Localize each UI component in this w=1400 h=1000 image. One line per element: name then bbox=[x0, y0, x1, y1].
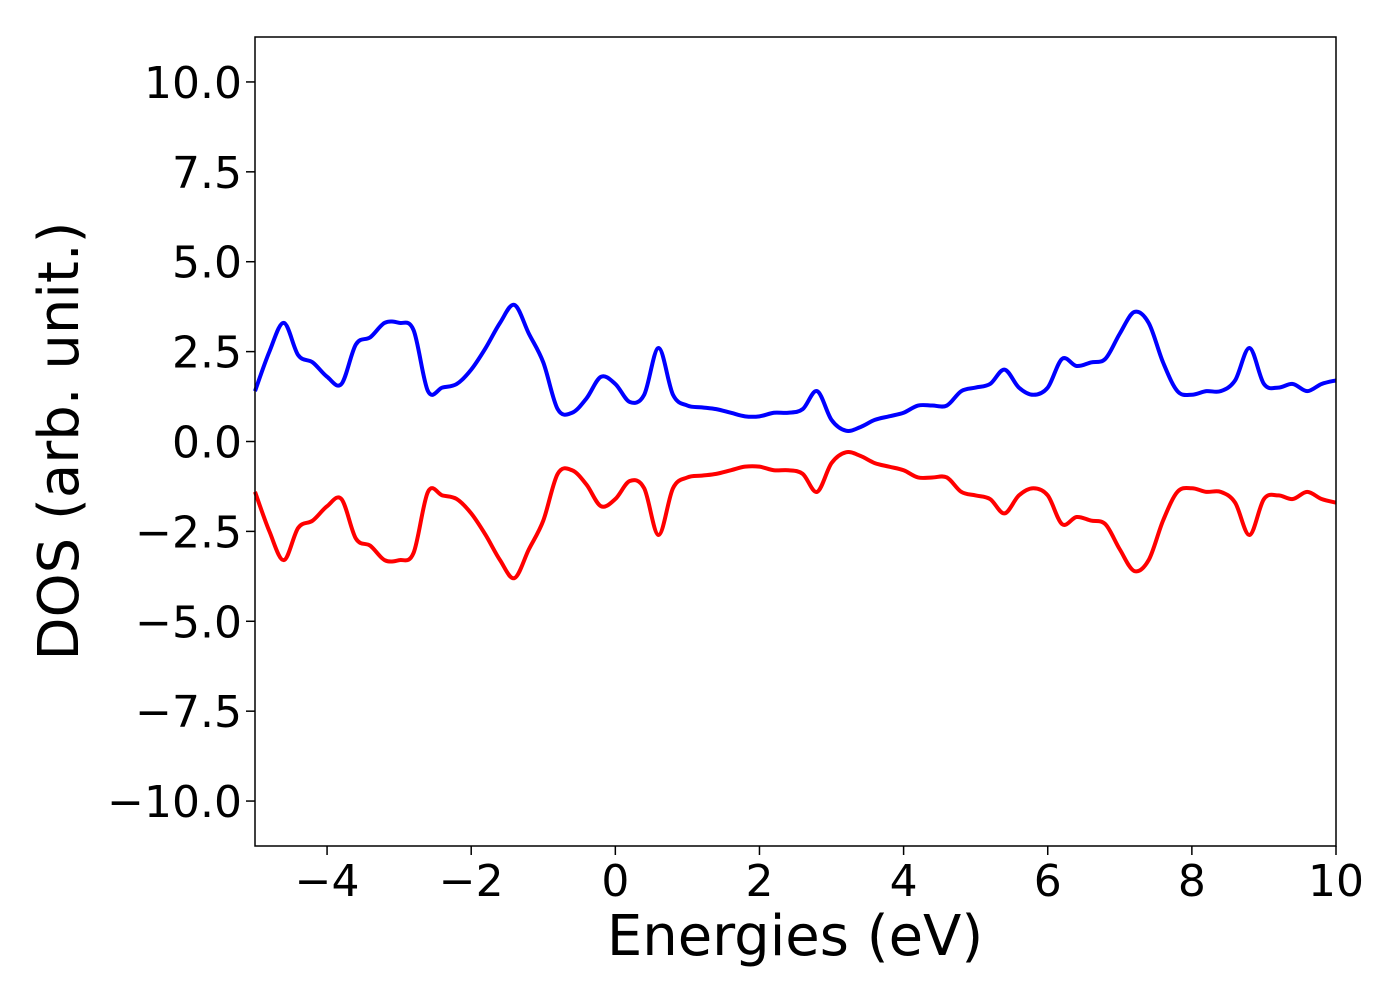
x-tick-label: 10 bbox=[1308, 856, 1364, 907]
x-axis-ticks: −4 −2 0 2 4 6 8 10 bbox=[295, 846, 1364, 907]
y-tick-label: 7.5 bbox=[172, 148, 242, 199]
y-tick-label: −2.5 bbox=[135, 507, 242, 558]
x-tick-label: 4 bbox=[890, 856, 918, 907]
dos-series-line-red bbox=[253, 450, 1337, 581]
y-axis-ticks: 10.0 7.5 5.0 2.5 0.0 −2.5 −5.0 −7.5 −10.0 bbox=[107, 58, 255, 828]
y-tick-label: 10.0 bbox=[144, 58, 242, 109]
dos-series-line-blue bbox=[253, 302, 1337, 433]
x-tick-label: 8 bbox=[1178, 856, 1206, 907]
y-tick-label: 5.0 bbox=[172, 238, 242, 289]
x-tick-label: 6 bbox=[1034, 856, 1062, 907]
y-axis-label: DOS (arb. unit.) bbox=[27, 221, 92, 660]
y-tick-label: −5.0 bbox=[135, 597, 242, 648]
x-axis-label: Energies (eV) bbox=[607, 904, 983, 969]
x-tick-label: 2 bbox=[745, 856, 773, 907]
x-tick-label: −4 bbox=[295, 856, 360, 907]
x-tick-label: −2 bbox=[439, 856, 504, 907]
series-layer bbox=[253, 302, 1337, 581]
y-tick-label: 0.0 bbox=[172, 418, 242, 469]
x-tick-label: 0 bbox=[601, 856, 629, 907]
y-tick-label: 2.5 bbox=[172, 328, 242, 379]
y-tick-label: −7.5 bbox=[135, 687, 242, 738]
plot-area-frame bbox=[254, 36, 1337, 847]
y-tick-label: −10.0 bbox=[107, 777, 242, 828]
